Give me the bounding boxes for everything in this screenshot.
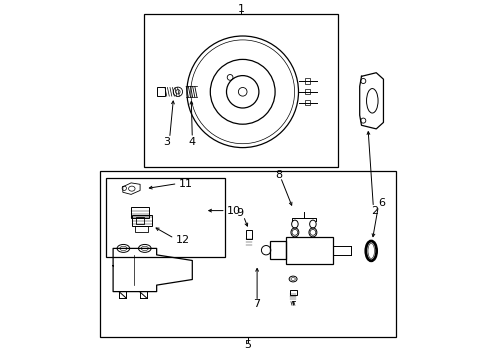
Bar — [101, 171, 395, 337]
Bar — [106, 178, 224, 257]
Text: 1: 1 — [237, 4, 244, 14]
Text: 3: 3 — [163, 137, 170, 147]
Text: 11: 11 — [179, 179, 193, 189]
Text: 5: 5 — [244, 340, 251, 350]
Text: 4: 4 — [188, 137, 196, 147]
Text: 9: 9 — [236, 208, 243, 219]
Text: 12: 12 — [176, 235, 190, 245]
Bar — [143, 14, 337, 167]
Text: 7: 7 — [253, 299, 260, 309]
Text: 10: 10 — [227, 206, 241, 216]
Text: 6: 6 — [378, 198, 385, 208]
Text: 8: 8 — [275, 170, 282, 180]
Text: 2: 2 — [370, 206, 378, 216]
